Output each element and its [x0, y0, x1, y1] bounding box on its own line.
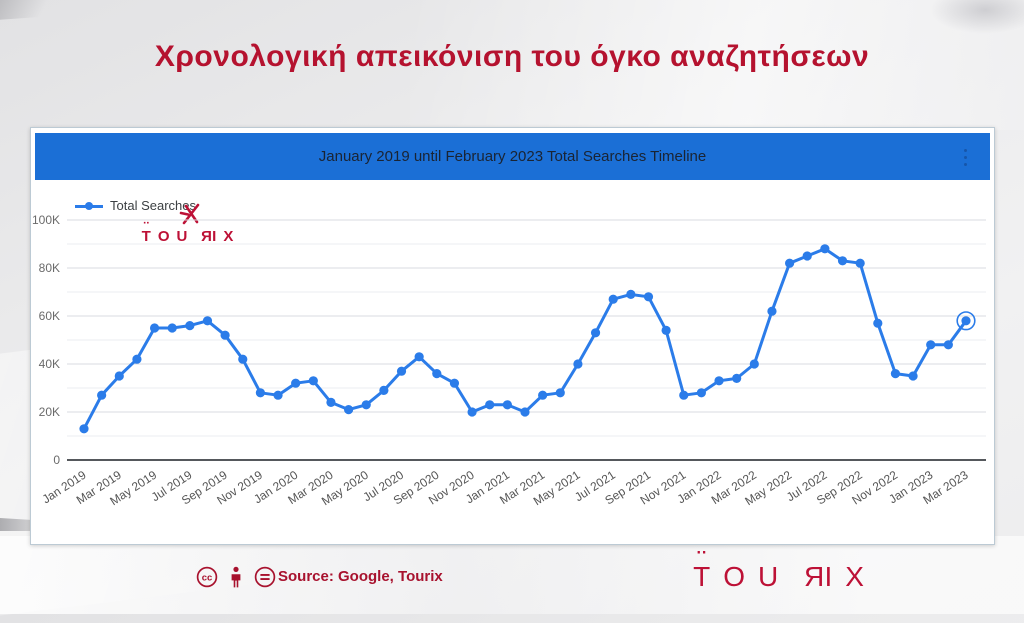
data-point[interactable]	[220, 330, 230, 340]
source-text: Source: Google, Tourix	[278, 568, 443, 585]
data-point[interactable]	[185, 321, 195, 331]
data-point[interactable]	[802, 251, 812, 261]
data-point[interactable]	[361, 400, 371, 410]
data-point[interactable]	[255, 388, 265, 398]
footer: cc Source: Google, Tourix TOURIX	[0, 558, 1024, 602]
data-point[interactable]	[785, 258, 795, 268]
svg-text:100K: 100K	[32, 213, 60, 227]
data-point[interactable]	[79, 424, 89, 434]
plot-area: 0 20K 40K 60K 80K 100K Jan 2019 Mar 2019 May 201…	[31, 181, 996, 543]
chart-title: January 2019 until February 2023 Total S…	[318, 148, 707, 165]
data-point[interactable]	[573, 359, 583, 369]
svg-text:20K: 20K	[39, 405, 60, 419]
data-point[interactable]	[837, 256, 848, 266]
data-point[interactable]	[167, 323, 177, 333]
license-badges: cc	[196, 566, 276, 588]
svg-text:0: 0	[53, 453, 60, 467]
data-point[interactable]	[732, 373, 742, 383]
data-point[interactable]	[202, 316, 213, 326]
data-point[interactable]	[590, 328, 601, 338]
data-point[interactable]	[114, 371, 124, 381]
data-point[interactable]	[344, 405, 354, 415]
background-photo-shape	[0, 0, 61, 21]
data-point[interactable]	[555, 388, 565, 398]
data-point[interactable]	[626, 289, 636, 299]
svg-text:cc: cc	[202, 573, 213, 584]
data-point[interactable]	[714, 376, 724, 386]
data-point[interactable]	[520, 407, 530, 417]
legend-item-total-searches[interactable]: Total Searches	[75, 198, 196, 213]
cc-icon: cc	[196, 566, 218, 588]
svg-text:80K: 80K	[39, 261, 60, 275]
data-point[interactable]	[502, 400, 512, 410]
data-point[interactable]	[308, 376, 318, 386]
data-point[interactable]	[485, 400, 495, 410]
data-point[interactable]	[908, 371, 918, 381]
data-point[interactable]	[926, 340, 936, 350]
data-point[interactable]	[97, 390, 107, 400]
data-point[interactable]	[855, 258, 865, 268]
page-title: Χρονολογική απεικόνιση του όγκο αναζητήσ…	[154, 40, 870, 73]
data-point[interactable]	[873, 318, 883, 328]
equal-icon	[254, 566, 276, 588]
data-point[interactable]	[132, 354, 142, 364]
legend-label: Total Searches	[110, 198, 196, 213]
data-point[interactable]	[943, 340, 953, 350]
data-point[interactable]	[432, 369, 442, 379]
data-point[interactable]	[379, 385, 389, 395]
data-point[interactable]	[608, 294, 618, 304]
data-point[interactable]	[820, 244, 830, 254]
chart-card: January 2019 until February 2023 Total S…	[30, 127, 995, 545]
tourix-logo: TOURIX	[690, 561, 880, 593]
data-point[interactable]	[749, 359, 759, 369]
background-sheen	[0, 536, 1024, 614]
kebab-menu-icon[interactable]	[958, 143, 972, 171]
legend-line-dot-icon	[75, 201, 103, 210]
svg-text:60K: 60K	[39, 309, 60, 323]
data-point[interactable]	[961, 316, 971, 326]
attribution-person-icon	[231, 566, 241, 588]
data-point[interactable]	[414, 352, 424, 362]
data-point[interactable]	[449, 378, 460, 388]
data-point[interactable]	[326, 397, 336, 407]
data-point[interactable]	[661, 325, 671, 335]
data-point[interactable]	[679, 390, 689, 400]
data-point[interactable]	[643, 292, 654, 302]
data-point[interactable]	[467, 407, 477, 417]
data-point[interactable]	[538, 390, 548, 400]
data-point[interactable]	[396, 366, 407, 376]
data-point[interactable]	[890, 369, 901, 379]
highlighted-point-ring	[956, 311, 976, 331]
chart-header: January 2019 until February 2023 Total S…	[35, 133, 990, 180]
data-point[interactable]	[238, 354, 248, 364]
data-point[interactable]	[273, 390, 283, 400]
data-point[interactable]	[767, 306, 777, 316]
data-point[interactable]	[291, 378, 301, 388]
data-point[interactable]	[149, 323, 160, 333]
data-point[interactable]	[696, 388, 707, 398]
svg-text:40K: 40K	[39, 357, 60, 371]
background-sheen	[409, 0, 1024, 130]
